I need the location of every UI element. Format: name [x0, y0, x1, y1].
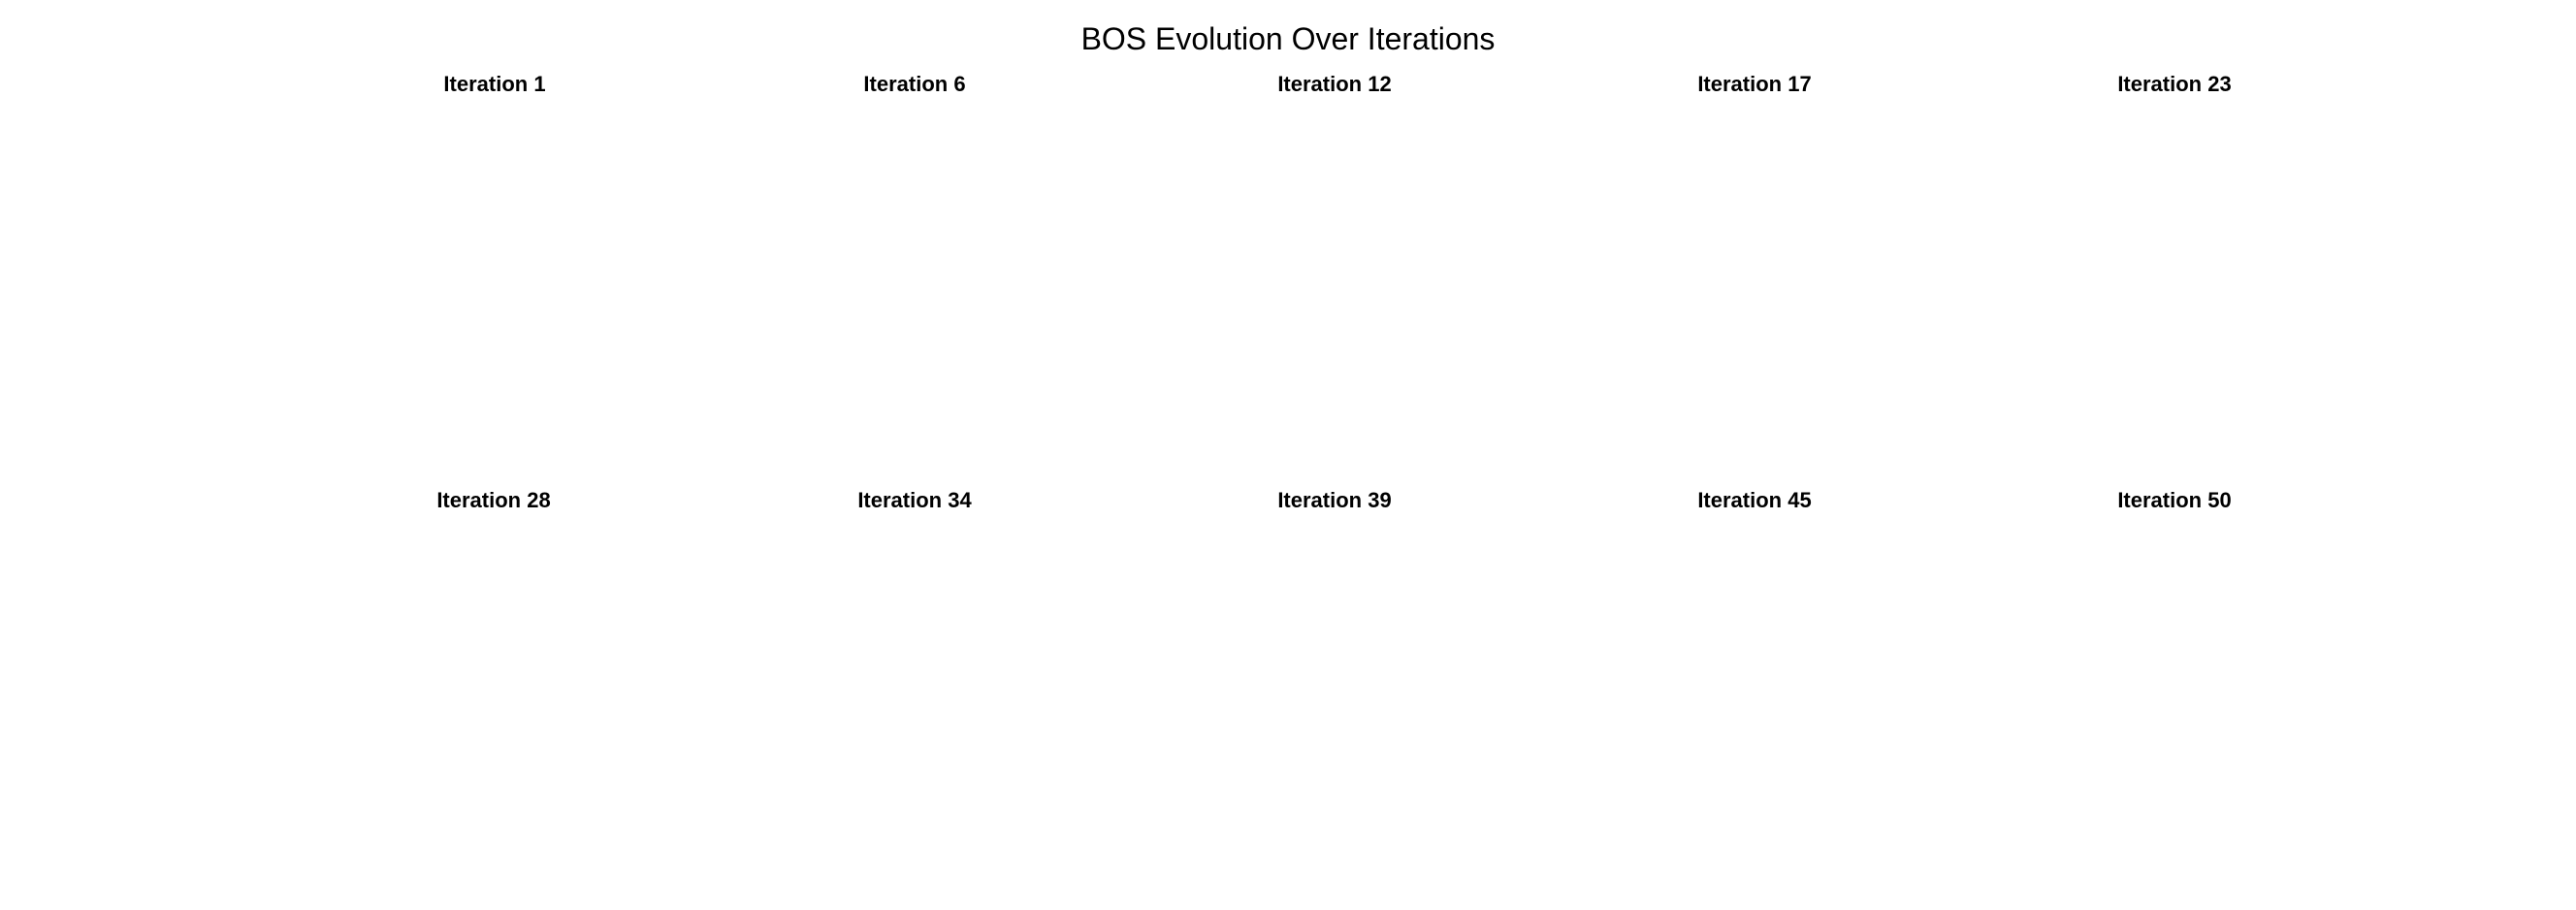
iteration-panel: Iteration 12: [1189, 72, 1480, 97]
panel-title: Iteration 39: [1277, 488, 1392, 512]
panel-title: Iteration 34: [857, 488, 972, 512]
figure-title: BOS Evolution Over Iterations: [1080, 21, 1496, 56]
panel-title: Iteration 45: [1697, 488, 1812, 512]
bos-shape: [1659, 569, 1850, 759]
iteration-panel: Iteration 6: [769, 72, 1060, 97]
iteration-panel: Iteration 1: [349, 72, 640, 97]
panel-title: Iteration 12: [1277, 72, 1392, 96]
iteration-panel: Iteration 34: [769, 488, 1060, 513]
bos-shape: [821, 152, 1011, 342]
panel-title: Iteration 50: [2117, 488, 2232, 512]
bos-shape: [820, 569, 1010, 759]
panel-title: Iteration 28: [436, 488, 551, 512]
bos-shape: [2079, 569, 2270, 759]
bos-shape: [398, 569, 588, 759]
iteration-panel: Iteration 39: [1189, 488, 1480, 513]
panel-title: Iteration 1: [443, 72, 546, 96]
bos-shape: [1240, 152, 1431, 342]
bos-shape: [1240, 569, 1430, 759]
panel-title: Iteration 6: [863, 72, 966, 96]
iteration-panel: Iteration 28: [348, 488, 639, 513]
iteration-panel: Iteration 50: [2029, 488, 2320, 513]
panel-title: Iteration 17: [1697, 72, 1812, 96]
panel-title: Iteration 23: [2117, 72, 2232, 96]
iteration-panel: Iteration 17: [1609, 72, 1900, 97]
iteration-panel: Iteration 23: [2029, 72, 2320, 97]
bos-shape: [2080, 152, 2270, 342]
bos-shape: [1660, 152, 1851, 342]
iteration-panel: Iteration 45: [1609, 488, 1900, 513]
